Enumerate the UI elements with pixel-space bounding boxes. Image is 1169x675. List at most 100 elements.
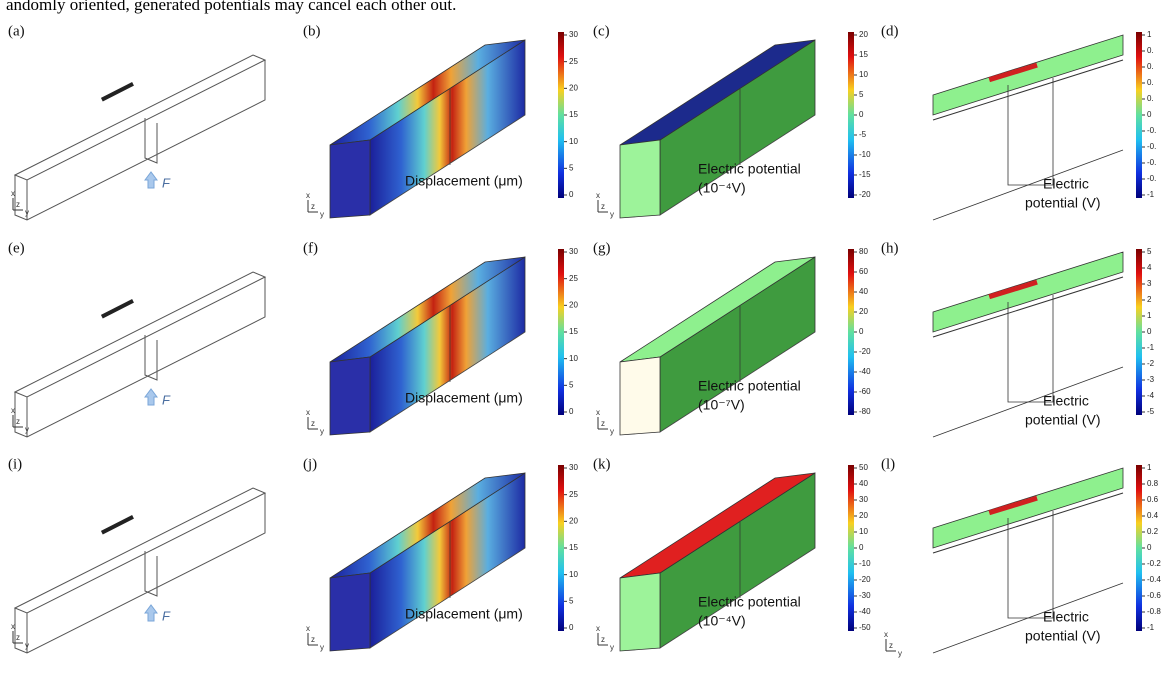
colorbar-label: 0	[1147, 110, 1152, 119]
panel-label: (b)	[303, 23, 321, 39]
colorbar-label: 30	[859, 495, 868, 504]
panel: (b)Displacement (μm)302520151050xzy	[303, 23, 578, 219]
axis-label: y	[610, 643, 614, 652]
axis-label: z	[889, 641, 893, 650]
caption: Electric potential	[698, 378, 801, 394]
colorbar-label: 0	[569, 407, 574, 416]
colorbar-label: -1	[1147, 190, 1155, 199]
electrode	[101, 515, 134, 534]
colorbar-label: -20	[859, 190, 871, 199]
panel: (k)Electric potential(10⁻⁴V)50403020100-…	[593, 456, 871, 652]
axis-label: x	[596, 191, 600, 200]
slab	[933, 35, 1123, 115]
caption: (10⁻⁴V)	[698, 613, 746, 629]
caption: Electric potential	[698, 594, 801, 610]
force-arrow	[145, 605, 157, 621]
colorbar-label: 10	[569, 354, 578, 363]
axis-label: z	[311, 635, 315, 644]
colorbar-label: 0.	[1147, 78, 1154, 87]
colorbar-label: 0.8	[1147, 479, 1159, 488]
colorbar-label: -4	[1147, 391, 1155, 400]
colorbar-label: 10	[859, 527, 868, 536]
colorbar	[1136, 465, 1142, 631]
colorbar-label: 0	[859, 327, 864, 336]
axis-label: z	[16, 200, 20, 209]
colorbar-label: 0	[859, 543, 864, 552]
colorbar-label: 4	[1147, 263, 1152, 272]
colorbar-label: 25	[569, 490, 578, 499]
colorbar-label: -60	[859, 387, 871, 396]
caption: Electric	[1043, 609, 1089, 625]
colorbar-label: 0	[859, 110, 864, 119]
axis-label: y	[898, 649, 902, 658]
beam-end	[330, 573, 370, 651]
colorbar-label: -1	[1147, 623, 1155, 632]
panel: (d)Electricpotential (V)10.0.0.0.0-0.-0.…	[881, 23, 1156, 220]
panel: (j)Displacement (μm)302520151050xzy	[303, 456, 578, 652]
colorbar-label: 30	[569, 247, 578, 256]
colorbar-label: -15	[859, 170, 871, 179]
beam-end	[330, 357, 370, 435]
colorbar-label: 15	[569, 327, 578, 336]
panel-label: (j)	[303, 456, 317, 472]
colorbar-label: 20	[569, 300, 578, 309]
colorbar-label: -40	[859, 367, 871, 376]
colorbar-label: -0.2	[1147, 559, 1161, 568]
axis-label: z	[16, 417, 20, 426]
colorbar	[1136, 249, 1142, 415]
axis-label: x	[11, 406, 15, 415]
colorbar-label: -0.	[1147, 158, 1156, 167]
support	[145, 551, 157, 596]
panel: (e)Fxzy	[8, 240, 265, 437]
slab	[933, 468, 1123, 548]
colorbar-label: 0.2	[1147, 527, 1159, 536]
colorbar-label: 1	[1147, 463, 1152, 472]
colorbar-label: 30	[569, 30, 578, 39]
axis-label: z	[601, 202, 605, 211]
force-label: F	[162, 392, 171, 407]
box-top	[15, 272, 265, 397]
axis-label: z	[601, 419, 605, 428]
colorbar-label: 40	[859, 479, 868, 488]
beam-end	[620, 357, 660, 435]
colorbar-label: 80	[859, 247, 868, 256]
beam-side	[370, 473, 525, 648]
colorbar-label: 5	[569, 380, 574, 389]
colorbar-label: -40	[859, 607, 871, 616]
panel-label: (h)	[881, 240, 899, 256]
axis-label: x	[11, 189, 15, 198]
panel-label: (f)	[303, 240, 318, 256]
colorbar-label: 10	[569, 570, 578, 579]
colorbar	[558, 32, 564, 198]
colorbar-label: -30	[859, 591, 871, 600]
panel: (h)Electricpotential (V)543210-1-2-3-4-5	[881, 240, 1155, 437]
panel: (c)Electric potential(10⁻⁴V)20151050-5-1…	[593, 23, 871, 219]
caption: potential (V)	[1025, 628, 1100, 644]
colorbar-label: 50	[859, 463, 868, 472]
colorbar-label: 1	[1147, 311, 1152, 320]
box-edges	[15, 277, 265, 437]
panel-label: (g)	[593, 240, 611, 256]
colorbar-label: 10	[859, 70, 868, 79]
panel: (f)Displacement (μm)302520151050xzy	[303, 240, 578, 436]
colorbar-label: -1	[1147, 343, 1155, 352]
axis-label: y	[320, 643, 324, 652]
caption: Displacement (μm)	[405, 606, 523, 622]
beam-end	[620, 573, 660, 651]
force-label: F	[162, 608, 171, 623]
colorbar-label: -3	[1147, 375, 1155, 384]
colorbar	[1136, 32, 1142, 198]
colorbar-label: 60	[859, 267, 868, 276]
axis-label: z	[601, 635, 605, 644]
colorbar-label: -0.	[1147, 174, 1156, 183]
beam-side	[370, 40, 525, 215]
colorbar-label: 0.4	[1147, 511, 1159, 520]
panel-label: (k)	[593, 456, 611, 472]
axis-label: x	[306, 191, 310, 200]
caption: Displacement (μm)	[405, 390, 523, 406]
axis-label: y	[320, 427, 324, 436]
support	[145, 335, 157, 380]
panel-label: (a)	[8, 23, 25, 39]
colorbar-label: 0	[1147, 543, 1152, 552]
